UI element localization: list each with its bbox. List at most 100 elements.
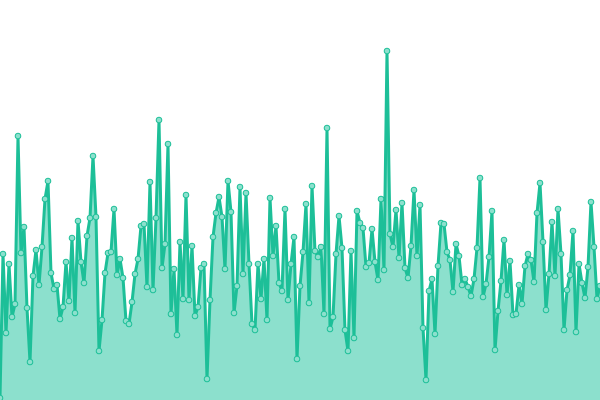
series-line-segment (361, 226, 368, 269)
data-point (68, 234, 76, 242)
data-point (443, 248, 451, 256)
data-point (368, 225, 376, 233)
data-point (92, 213, 100, 221)
data-point (284, 296, 292, 304)
data-point (506, 257, 514, 265)
data-point (35, 281, 43, 289)
data-point (386, 230, 394, 238)
data-point (398, 199, 406, 207)
data-point (245, 260, 253, 268)
data-point (548, 218, 556, 226)
data-point (410, 186, 418, 194)
series-line-segment (592, 245, 599, 301)
series-line-segment (544, 272, 551, 312)
data-point (584, 263, 592, 271)
series-line-segment (229, 210, 236, 315)
data-point (467, 292, 475, 300)
data-point (11, 300, 19, 308)
data-point (521, 262, 529, 270)
series-line-segment (112, 207, 119, 277)
data-point (401, 264, 409, 272)
series-line-segment (40, 197, 47, 249)
data-point (458, 281, 466, 289)
series-line-segment (232, 284, 239, 315)
data-point (383, 47, 391, 55)
data-point (356, 219, 364, 227)
data-point (335, 212, 343, 220)
data-point (302, 200, 310, 208)
data-point (380, 266, 388, 274)
data-point (473, 244, 481, 252)
data-point (71, 309, 79, 317)
data-point (188, 242, 196, 250)
data-point (512, 310, 520, 318)
data-point (320, 310, 328, 318)
data-point (5, 260, 13, 268)
series-line-segment (538, 181, 545, 244)
data-point (578, 279, 586, 287)
data-point (0, 394, 4, 400)
data-point (560, 326, 568, 334)
data-point (479, 293, 487, 301)
data-point (425, 287, 433, 295)
data-point (392, 206, 400, 214)
data-point (212, 209, 220, 217)
data-point (353, 207, 361, 215)
data-point (536, 179, 544, 187)
data-point (347, 247, 355, 255)
data-point (251, 326, 259, 334)
data-point (455, 252, 463, 260)
data-point (173, 331, 181, 339)
data-point (164, 140, 172, 148)
series-line-segment (478, 176, 485, 299)
series-line-segment (160, 242, 167, 270)
data-point (533, 209, 541, 217)
series-line-segment (97, 318, 104, 353)
data-point (2, 329, 10, 337)
series-line-segment (490, 209, 497, 352)
data-point (272, 222, 280, 230)
data-point (95, 347, 103, 355)
data-point (317, 243, 325, 251)
data-point (161, 240, 169, 248)
series-line-segment (400, 201, 407, 270)
series-line-segment (436, 221, 443, 268)
data-point (314, 253, 322, 261)
data-point (434, 262, 442, 270)
data-point (200, 260, 208, 268)
series-line-segment (496, 279, 503, 313)
series-line-segment (370, 227, 377, 264)
series-line-segment (337, 214, 344, 250)
series-line-segment (103, 251, 110, 275)
series-line-segment (55, 283, 62, 321)
data-point (341, 326, 349, 334)
data-point (419, 324, 427, 332)
data-point (464, 283, 472, 291)
series-line-segment (283, 207, 290, 302)
series-line-segment (73, 219, 80, 315)
series-line-layer (0, 49, 600, 400)
series-line-segment (331, 252, 338, 319)
series-line-segment (211, 211, 218, 239)
data-point (239, 270, 247, 278)
series-line-segment (91, 154, 98, 219)
data-point (491, 346, 499, 354)
data-point (107, 248, 115, 256)
data-point (278, 287, 286, 295)
data-point (266, 194, 274, 202)
series-line-segment (151, 216, 158, 292)
series-line-segment (274, 224, 281, 285)
data-point (215, 193, 223, 201)
data-point (242, 189, 250, 197)
data-point (524, 250, 532, 258)
data-point (23, 304, 31, 312)
data-point (101, 269, 109, 277)
data-point (332, 250, 340, 258)
series-line-segment (493, 309, 500, 352)
data-point (233, 282, 241, 290)
data-point (530, 278, 538, 286)
data-point (254, 260, 262, 268)
data-point (551, 272, 559, 280)
data-point (269, 252, 277, 260)
